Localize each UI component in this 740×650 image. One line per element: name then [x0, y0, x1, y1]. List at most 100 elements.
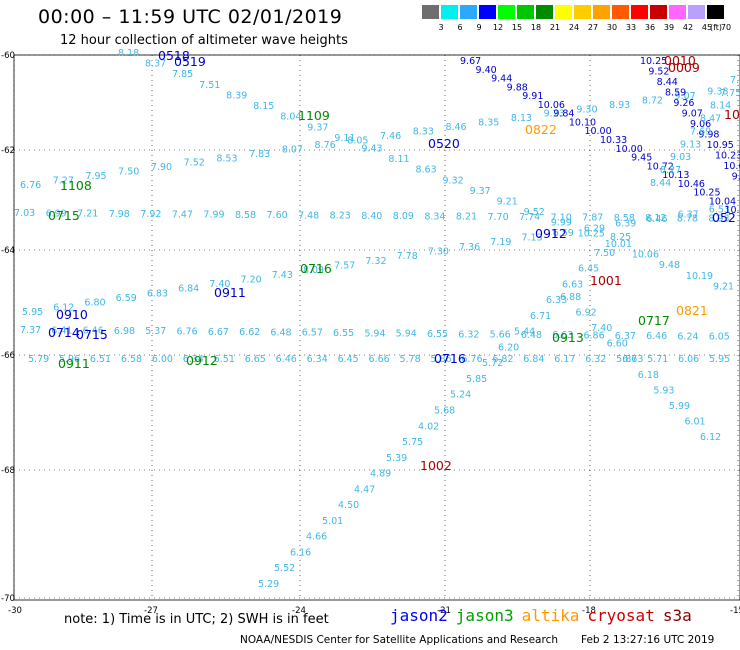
wave-height-value: 6.20	[498, 342, 519, 353]
wave-height-value: 6.06	[678, 354, 699, 365]
wave-height-value: 5.24	[450, 390, 471, 401]
wave-height-value: 6.17	[554, 354, 575, 365]
scale-swatch	[536, 5, 553, 19]
wave-height-value: 8.27	[660, 165, 681, 176]
wave-height-value: 8.13	[511, 113, 532, 124]
map-title: 00:00 – 11:59 UTC 02/01/2019	[38, 6, 343, 28]
wave-height-value: 7.10	[551, 212, 572, 223]
wave-height-value: 8.93	[609, 100, 630, 111]
wave-height-value: 7.19	[490, 237, 511, 248]
footnote: note: 1) Time is in UTC; 2) SWH is in fe…	[64, 612, 329, 627]
wave-height-value: 8.33	[413, 127, 434, 138]
wave-height-value: 6.12	[700, 432, 721, 443]
wave-height-value: 5.52	[274, 563, 295, 574]
wave-height-value: 7.90	[151, 162, 172, 173]
wave-height-value: 9.07	[682, 109, 703, 120]
wave-height-value: 6.45	[578, 264, 599, 275]
pass-time-label: 0520	[428, 136, 460, 151]
wave-height-value: 6.92	[576, 308, 597, 319]
wave-height-value: 7.37	[20, 325, 41, 336]
wave-height-value: 6.33	[546, 295, 567, 306]
wave-height-value: 7.52	[184, 158, 205, 169]
wave-height-value: 4.66	[306, 532, 327, 543]
wave-height-value: 7.46	[380, 131, 401, 142]
wave-height-value: 8.11	[388, 154, 409, 165]
wave-height-value: 5.68	[434, 406, 455, 417]
scale-label: 9	[476, 23, 482, 32]
wave-height-value: 6.34	[183, 354, 204, 365]
wave-height-value: 6.18	[638, 370, 659, 381]
wave-height-value: 6.83	[147, 288, 168, 299]
wave-height-value: 9.45	[631, 153, 652, 164]
wave-height-value: 6.99	[46, 208, 67, 219]
pass-time-label: 0716	[300, 261, 332, 276]
wave-height-value: 9.07	[675, 91, 696, 102]
wave-height-value: 4.47	[354, 484, 375, 495]
wave-height-value: 7.40	[209, 279, 230, 290]
legend-jason2: jason2	[390, 606, 448, 625]
wave-height-value: 10.23	[715, 151, 740, 162]
pass-time-label: 0518	[158, 48, 190, 63]
wave-height-value: 8.44	[657, 77, 678, 88]
credit-org: NOAA/NESDIS Center for Satellite Applica…	[240, 634, 558, 646]
scale-swatch	[517, 5, 534, 19]
wave-height-value: 6.37	[615, 331, 636, 342]
wave-height-value: 10.33	[600, 135, 627, 146]
lon-label: -27	[144, 606, 158, 616]
wave-height-value: 10.07	[724, 205, 740, 216]
wave-height-value: 7.47	[172, 209, 193, 220]
scale-label: 24	[568, 23, 580, 32]
wave-height-value: 9.37	[307, 122, 328, 133]
wave-height-value: 7.99	[203, 210, 224, 221]
wave-height-value: 6.76	[461, 354, 482, 365]
wave-height-value: 7.21	[77, 209, 98, 220]
wave-height-value: 6.41	[51, 325, 72, 336]
wave-height-value: 5.94	[364, 328, 385, 339]
wave-height-value: 6.55	[427, 329, 448, 340]
scale-unit: (ft)	[710, 23, 723, 32]
scale-swatch	[612, 5, 629, 19]
scale-label: 15	[511, 23, 523, 32]
wave-height-value: 5.86	[430, 354, 451, 365]
wave-height-value: 5.72	[482, 358, 503, 369]
wave-height-value: 6.55	[333, 328, 354, 339]
wave-height-value: 7.69	[690, 126, 711, 137]
wave-height-value: 6.32	[585, 354, 606, 365]
wave-height-value: 7.60	[267, 210, 288, 221]
wave-height-value: 6.65	[245, 354, 266, 365]
lon-label: -30	[8, 606, 22, 616]
wave-height-value: 10.25	[578, 228, 605, 239]
scale-label: 27	[587, 23, 599, 32]
wave-height-value: 8.72	[642, 95, 663, 106]
lon-label: -15	[730, 606, 740, 616]
pass-time-label: 0910	[56, 307, 88, 322]
lon-label: -21	[437, 606, 451, 616]
pass-time-label: 1001	[590, 273, 622, 288]
pass-time-label: 1002	[420, 458, 452, 473]
wave-height-value: 4.02	[418, 421, 439, 432]
wave-height-value: 9.21	[497, 197, 518, 208]
wave-height-value: 9.48	[659, 260, 680, 271]
credit-line: NOAA/NESDIS Center for Satellite Applica…	[240, 634, 714, 646]
wave-height-value: 9.06	[690, 119, 711, 130]
wave-height-value: 7.75	[720, 88, 740, 99]
scale-label: 21	[549, 23, 561, 32]
credit-timestamp: Feb 2 13:27:16 UTC 2019	[581, 634, 715, 646]
wave-height-value: 5.39	[386, 453, 407, 464]
wave-height-value: 8.35	[478, 118, 499, 129]
wave-height-value: 8.07	[282, 144, 303, 155]
wave-height-value: 6.24	[677, 331, 698, 342]
wave-height-value: 10.68	[723, 161, 740, 172]
wave-height-value: 7.13	[521, 233, 542, 244]
satellite-tracks: 8.18 8.37 7.85 7.51 8.39 8.15 8.04 9.37 9.11 9.43…	[14, 48, 740, 590]
wave-height-value: 9.99	[551, 218, 572, 229]
scale-swatch	[460, 5, 477, 19]
wave-height-value: 6.46	[83, 326, 104, 337]
wave-height-value: 8.46	[445, 122, 466, 133]
scale-label: 18	[530, 23, 542, 32]
wave-height-value: 9.44	[491, 74, 512, 85]
wave-height-value: 8.39	[226, 90, 247, 101]
pass-time-label: 052	[712, 210, 736, 225]
wave-height-value: 7.70	[487, 212, 508, 223]
wave-height-value: 10.04	[709, 196, 736, 207]
